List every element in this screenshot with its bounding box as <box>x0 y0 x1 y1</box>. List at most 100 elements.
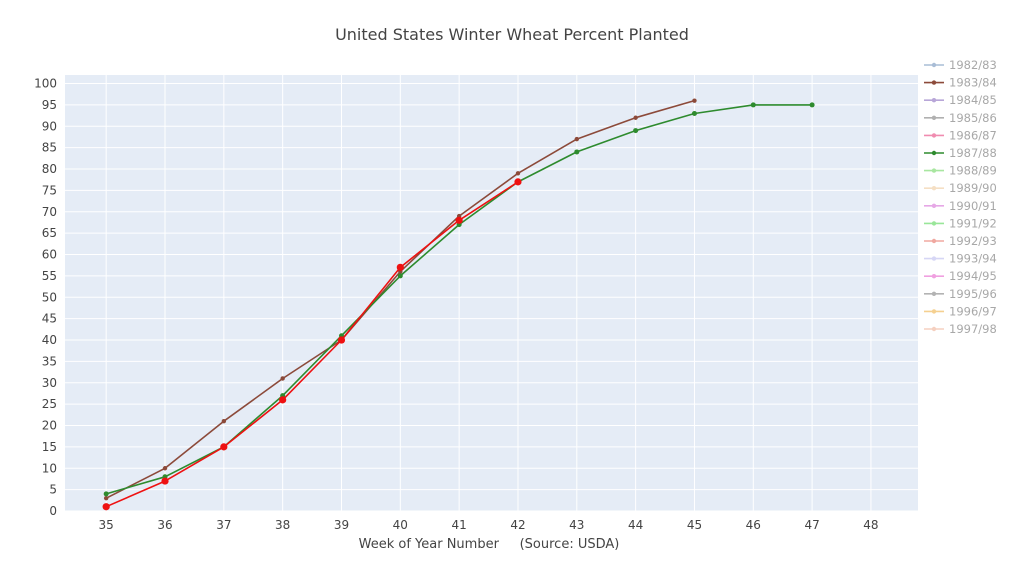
y-tick-label: 0 <box>49 504 57 518</box>
data-point <box>633 115 638 120</box>
data-point <box>514 178 522 186</box>
data-point <box>574 149 580 155</box>
data-point <box>103 495 109 501</box>
data-point <box>337 336 346 344</box>
x-tick-label: 44 <box>628 518 643 532</box>
legend-label: 1990/91 <box>949 199 997 213</box>
legend-label: 1989/90 <box>949 181 997 195</box>
y-tick-label: 55 <box>42 269 57 283</box>
y-tick-label: 50 <box>42 290 57 304</box>
y-tick-label: 35 <box>42 354 57 368</box>
legend-item[interactable]: 1986/87 <box>924 128 997 142</box>
legend-item[interactable]: 1990/91 <box>924 199 997 213</box>
legend-item[interactable]: 1989/90 <box>924 181 997 195</box>
y-tick-label: 30 <box>42 376 57 390</box>
legend-label: 1985/86 <box>949 111 997 125</box>
legend-swatch-marker <box>931 133 937 138</box>
y-axis-ticks: 0 5 10 15 20 25 30 35 40 45 50 55 60 65 70 75 80 85 90 95 10… <box>34 77 57 518</box>
data-point <box>103 491 109 497</box>
legend-swatch-marker <box>931 150 937 156</box>
x-tick-label: 43 <box>569 518 584 532</box>
legend-label: 1994/95 <box>949 269 997 283</box>
x-tick-label: 38 <box>275 518 290 532</box>
y-tick-label: 10 <box>42 461 57 475</box>
legend-label: 1995/96 <box>949 287 997 301</box>
legend-label: 1987/88 <box>949 146 997 160</box>
y-tick-label: 5 <box>49 483 57 497</box>
data-point <box>280 376 285 381</box>
data-point <box>750 102 756 108</box>
chart-title: United States Winter Wheat Percent Plant… <box>335 25 689 44</box>
legend-swatch-marker <box>931 62 937 68</box>
legend-swatch-marker <box>931 274 937 279</box>
y-tick-label: 95 <box>42 98 57 112</box>
data-point <box>220 443 228 451</box>
data-point <box>515 171 521 176</box>
legend-item[interactable]: 1983/84 <box>924 76 997 90</box>
data-point <box>809 102 815 108</box>
data-point <box>279 396 287 404</box>
legend-item[interactable]: 1982/83 <box>924 58 997 72</box>
legend-item[interactable]: 1991/92 <box>924 216 997 230</box>
y-tick-label: 70 <box>42 205 57 219</box>
legend-swatch-marker <box>931 203 937 208</box>
legend-swatch-marker <box>931 291 937 296</box>
y-tick-label: 90 <box>42 119 57 133</box>
legend-label: 1986/87 <box>949 128 997 142</box>
data-point <box>102 503 110 511</box>
x-axis-ticks: 35 36 37 38 39 40 41 42 43 44 45 46 47 48 <box>99 518 879 532</box>
y-tick-label: 100 <box>34 77 57 91</box>
series-current <box>102 178 522 511</box>
data-point <box>691 110 697 116</box>
data-point <box>397 273 403 279</box>
legend-label: 1992/93 <box>949 234 997 248</box>
legend-item[interactable]: 1985/86 <box>924 111 997 125</box>
legend-item[interactable]: 1987/88 <box>924 146 997 160</box>
legend-item[interactable]: 1984/85 <box>924 93 997 107</box>
series-line <box>105 181 519 508</box>
legend[interactable]: 1982/83 1983/84 1984/85 1985/86 1986/87 1987/… <box>924 58 997 336</box>
x-tick-label: 40 <box>393 518 408 532</box>
y-tick-label: 20 <box>42 419 57 433</box>
legend-item[interactable]: 1997/98 <box>924 322 997 336</box>
x-tick-label: 41 <box>452 518 467 532</box>
y-tick-label: 80 <box>42 162 57 176</box>
x-tick-label: 37 <box>216 518 231 532</box>
legend-item[interactable]: 1994/95 <box>924 269 997 283</box>
x-tick-label: 39 <box>334 518 349 532</box>
legend-swatch-marker <box>931 221 937 226</box>
legend-label: 1996/97 <box>949 304 997 318</box>
legend-swatch-marker <box>931 186 937 191</box>
y-tick-label: 15 <box>42 440 57 454</box>
legend-item[interactable]: 1996/97 <box>924 304 997 318</box>
x-tick-label: 47 <box>804 518 819 532</box>
legend-label: 1988/89 <box>949 164 997 178</box>
legend-item[interactable]: 1993/94 <box>924 252 997 266</box>
data-point <box>396 263 404 271</box>
y-tick-label: 75 <box>42 183 57 197</box>
legend-item[interactable]: 1995/96 <box>924 287 997 301</box>
legend-swatch-marker <box>931 80 937 85</box>
y-tick-label: 85 <box>42 141 57 155</box>
legend-swatch-marker <box>931 238 937 244</box>
x-tick-label: 48 <box>863 518 878 532</box>
x-axis-title: Week of Year Number (Source: USDA) <box>359 537 620 552</box>
legend-label: 1997/98 <box>949 322 997 336</box>
y-tick-label: 65 <box>42 226 57 240</box>
data-point <box>161 477 169 485</box>
legend-label: 1982/83 <box>949 58 997 72</box>
x-tick-label: 42 <box>510 518 525 532</box>
legend-label: 1983/84 <box>949 76 997 90</box>
legend-item[interactable]: 1992/93 <box>924 234 997 248</box>
y-tick-label: 45 <box>42 312 57 326</box>
legend-label: 1993/94 <box>949 252 997 266</box>
y-tick-label: 25 <box>42 397 57 411</box>
data-point <box>574 136 579 142</box>
legend-swatch-marker <box>931 309 937 314</box>
x-tick-label: 35 <box>99 518 114 532</box>
legend-label: 1984/85 <box>949 93 997 107</box>
legend-swatch-marker <box>931 256 937 261</box>
legend-item[interactable]: 1988/89 <box>924 164 997 178</box>
y-tick-label: 60 <box>42 248 57 262</box>
